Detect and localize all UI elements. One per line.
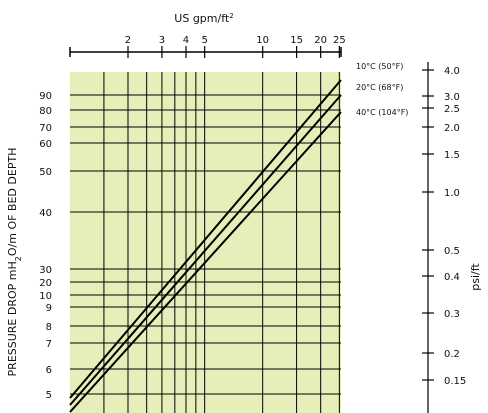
right-axis: 4.0 3.02.5 2.0 1.5 1.0 0.5 0.4 0.3 0.2 0.15 (422, 62, 466, 413)
top-axis-tick-label: 15 (290, 35, 303, 46)
left-axis-tick-label: 90 (39, 91, 52, 102)
left-axis-tick-label: 30 (39, 265, 52, 276)
plot-background (70, 72, 341, 413)
right-axis-tick-label: 3.0 (444, 92, 460, 103)
right-axis-tick-label: 0.15 (444, 376, 466, 387)
top-axis-title: US gpm/ft2 (174, 12, 233, 25)
left-axis-tick-label: 9 (46, 303, 52, 314)
right-axis-tick-label: 0.2 (444, 349, 460, 360)
right-axis-tick-label: 4.0 (444, 66, 460, 77)
left-axis-tick-label: 10 (39, 291, 52, 302)
right-axis-tick-label: 2.5 (444, 104, 460, 115)
left-axis-tick-label: 60 (39, 139, 52, 150)
left-axis-tick-label: 70 (39, 123, 52, 134)
left-axis-tick-label: 80 (39, 106, 52, 117)
left-axis-tick-label: 6 (46, 365, 52, 376)
top-axis-tick-label: 4 (183, 35, 189, 46)
right-axis-tick-label: 0.5 (444, 246, 460, 257)
left-axis-tick-label: 8 (46, 322, 52, 333)
top-axis-tick-label: 3 (159, 35, 165, 46)
top-axis-tick-label: 20 (314, 35, 327, 46)
series-line (69, 94, 342, 406)
series-line (69, 79, 342, 399)
top-axis-tick-label: 10 (256, 35, 269, 46)
left-axis-tick-label: 40 (39, 208, 52, 219)
right-axis-tick-label: 1.0 (444, 188, 460, 199)
left-axis-title: PRESSURE DROP mH2O/m OF BED DEPTH (6, 148, 23, 377)
series-label: 20°C (68°F) (356, 83, 403, 92)
left-axis-tick-label: 50 (39, 167, 52, 178)
right-axis-title: psi/ft (469, 263, 482, 291)
left-axis-tick-label: 5 (46, 390, 52, 401)
right-axis-tick-label: 0.3 (444, 309, 460, 320)
left-axis-tick-label: 7 (46, 339, 52, 350)
left-axis: 90 80 70 60 50 40 30 20 109 8 7 6 5 (39, 91, 52, 401)
top-axis: 2 3 4 5 10 15 20 25 (69, 35, 346, 58)
right-axis-tick-label: 2.0 (444, 123, 460, 134)
right-axis-tick-label: 0.4 (444, 272, 460, 283)
top-axis-tick-label: 5 (201, 35, 207, 46)
left-axis-tick-label: 20 (39, 278, 52, 289)
series-layer: 10°C (50°F) 20°C (68°F) 40°C (104°F) (69, 62, 408, 413)
series-line (69, 111, 342, 413)
series-label: 40°C (104°F) (356, 108, 408, 117)
top-axis-tick-label: 25 (333, 35, 346, 46)
right-axis-tick-label: 1.5 (444, 150, 460, 161)
series-label: 10°C (50°F) (356, 62, 403, 71)
plot-area (70, 72, 341, 413)
top-axis-tick-label: 2 (125, 35, 131, 46)
